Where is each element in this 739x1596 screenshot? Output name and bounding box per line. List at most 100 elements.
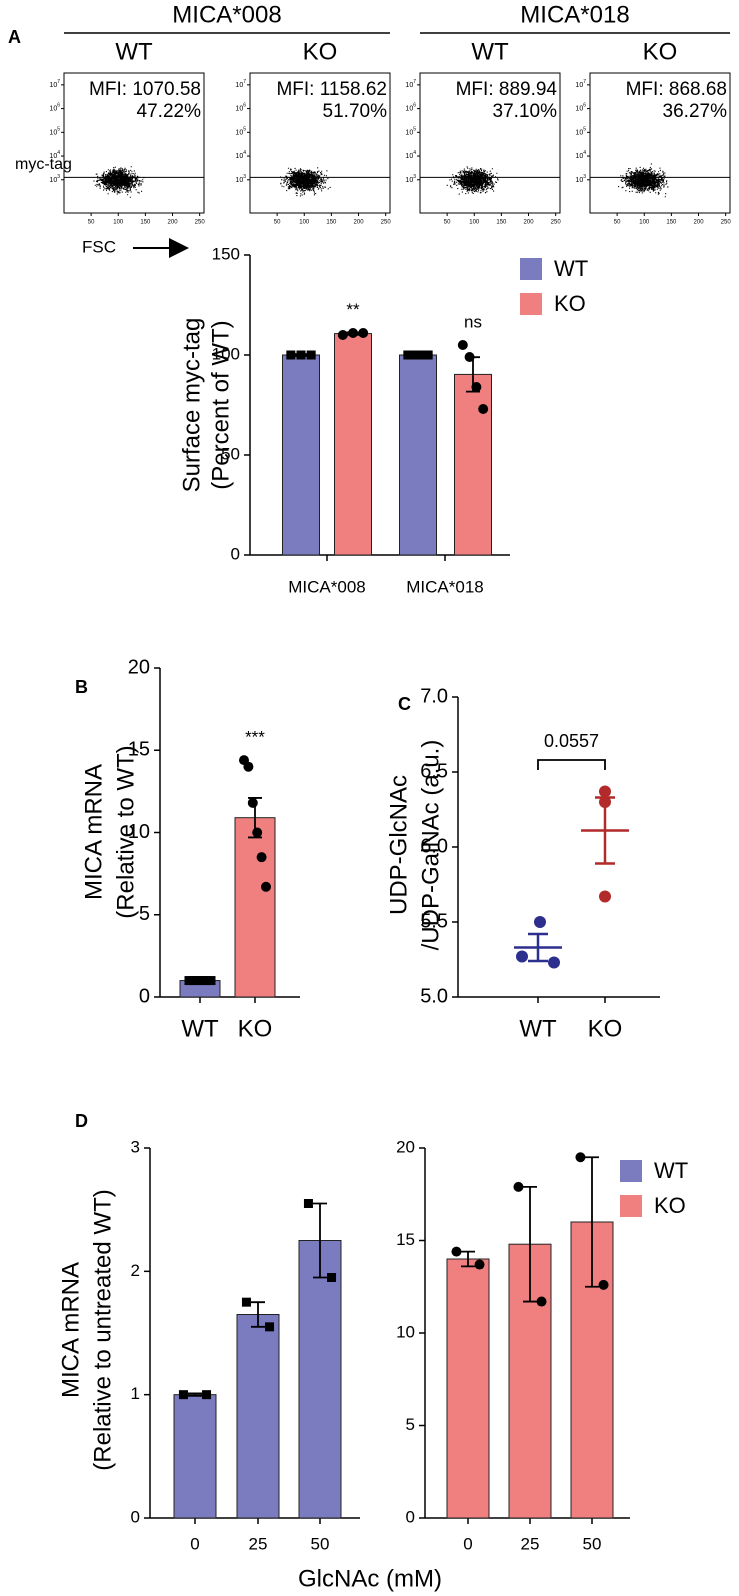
tick-base: 10 [575, 153, 583, 160]
data-point [265, 1322, 275, 1332]
bar [173, 1394, 217, 1519]
data-point [202, 1390, 212, 1400]
data-point [478, 404, 489, 414]
x-tick-label: 250 [195, 220, 206, 226]
y-axis-label: Surface myc-tag [178, 318, 205, 493]
tick-base: 10 [49, 129, 57, 136]
y-tick-label: 107 [405, 79, 416, 89]
y-tick-label: 0 [131, 1507, 140, 1526]
y-axis-label: /UDP-GalNAc (a.u.) [417, 740, 444, 951]
percent-label: 47.22% [137, 101, 202, 122]
tick-exponent: 7 [413, 79, 416, 85]
bar [236, 1314, 280, 1519]
data-point [256, 852, 267, 863]
tick-exponent: 7 [583, 79, 586, 85]
x-tick-label: KO [588, 1015, 623, 1042]
y-tick-label: 50 [221, 444, 240, 463]
y-tick-label: 10 [128, 821, 150, 843]
event-cloud [618, 163, 669, 198]
x-tick-label: 200 [694, 220, 705, 226]
data-point [261, 881, 271, 892]
data-point [536, 1296, 547, 1307]
data-point [410, 350, 420, 360]
legend-swatch [520, 293, 542, 315]
tick-exponent: 5 [413, 127, 416, 133]
tick-base: 10 [235, 82, 243, 89]
tick-exponent: 3 [243, 174, 246, 180]
data-point [575, 1152, 586, 1163]
y-tick-label: 0 [406, 1507, 415, 1526]
tick-exponent: 5 [243, 127, 246, 133]
flow-plot-frame [419, 72, 561, 214]
x-tick-label: 50 [311, 1534, 330, 1553]
y-tick-label: 100 [212, 344, 240, 363]
flow-x-label: FSC [82, 237, 116, 256]
event-cloud [93, 166, 145, 198]
y-tick-label: 6.5 [420, 760, 448, 782]
y-tick-label: 6.0 [420, 835, 448, 857]
y-tick-label: 106 [575, 103, 586, 113]
flow-y-label: myc-tag [15, 156, 72, 173]
tick-base: 10 [235, 153, 243, 160]
tick-base: 10 [405, 177, 413, 184]
x-tick-label: 0 [463, 1534, 472, 1553]
tick-base: 10 [49, 153, 57, 160]
x-tick-label: 0 [190, 1534, 199, 1553]
x-tick-label: MICA*008 [288, 577, 365, 596]
tick-base: 10 [49, 82, 57, 89]
data-point [599, 785, 611, 798]
tick-exponent: 4 [243, 150, 246, 156]
event-cloud [280, 167, 331, 197]
tick-base: 10 [49, 177, 57, 184]
data-point [548, 956, 560, 969]
panel-label: C [398, 694, 411, 714]
tick-exponent: 7 [243, 79, 246, 85]
comparison-bracket [537, 759, 606, 770]
error-bar [585, 1156, 599, 1288]
mfi-label: MFI: 889.94 [456, 79, 558, 100]
x-tick-label: 200 [524, 220, 535, 226]
legend-swatch [520, 258, 542, 280]
x-tick-label: 25 [521, 1534, 540, 1553]
error-bar [188, 1392, 202, 1397]
data-point [534, 916, 546, 928]
error-bar [523, 1185, 537, 1303]
legend-label: WT [554, 256, 588, 281]
tick-base: 10 [575, 129, 583, 136]
error-bar [528, 932, 548, 963]
y-tick-label: 15 [128, 739, 150, 761]
x-tick-label: 100 [639, 220, 650, 226]
y-tick-label: 5 [139, 903, 150, 925]
legend-label: KO [654, 1193, 686, 1218]
y-tick-label: 0 [139, 985, 150, 1007]
sample-label: KO [643, 38, 678, 65]
data-point [403, 350, 413, 360]
y-tick-label: 2 [131, 1261, 140, 1280]
y-tick-label: 1 [131, 1384, 140, 1403]
y-tick-label: 105 [575, 127, 586, 137]
tick-base: 10 [405, 153, 413, 160]
x-tick-label: 150 [666, 220, 677, 226]
x-tick-label: 250 [721, 220, 732, 226]
bar [234, 817, 276, 998]
mfi-label: MFI: 868.68 [626, 79, 727, 100]
y-tick-label: 20 [396, 1137, 415, 1156]
data-point [423, 350, 433, 360]
x-tick-label: MICA*018 [406, 577, 483, 596]
tick-base: 10 [235, 177, 243, 184]
bar [399, 354, 437, 556]
data-point [243, 761, 254, 772]
bar [334, 333, 372, 556]
group-label: MICA*018 [520, 1, 629, 28]
x-tick-label: 50 [444, 220, 451, 226]
tick-exponent: 4 [413, 150, 416, 156]
data-point [457, 340, 468, 350]
data-point [348, 328, 358, 338]
mfi-label: MFI: 1070.58 [89, 79, 201, 100]
bar [454, 373, 492, 556]
tick-exponent: 6 [583, 103, 586, 109]
y-tick-label: 7.0 [420, 685, 448, 707]
y-tick-label: 105 [405, 127, 416, 137]
y-tick-label: 103 [405, 174, 416, 184]
data-point [241, 1297, 251, 1307]
